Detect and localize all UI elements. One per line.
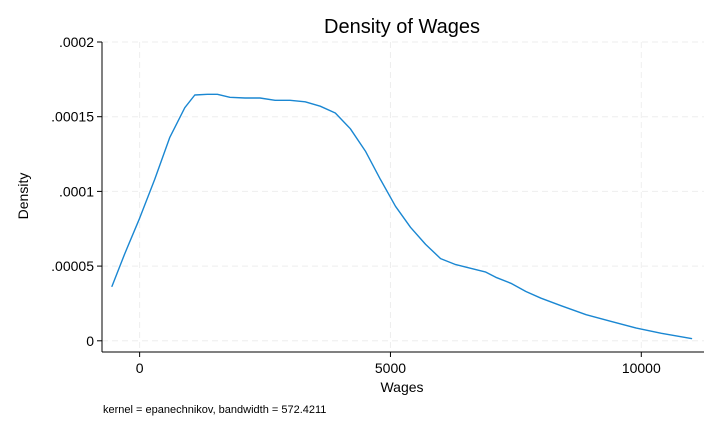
series-lines — [111, 93, 693, 340]
y-tick-label-0: 0 — [86, 333, 94, 349]
y-tick-label-3: .00015 — [51, 109, 94, 125]
x-tick-label-2: 10000 — [622, 360, 661, 376]
x-tick-label-0: 0 — [136, 360, 144, 376]
x-tick-label-1: 5000 — [375, 360, 406, 376]
chart-note: kernel = epanechnikov, bandwidth = 572.4… — [103, 404, 326, 416]
tick-labels: 0 .00005 .0001 .00015 .0002 0 5000 10000 — [51, 34, 661, 376]
y-tick-label-2: .0001 — [59, 183, 94, 199]
y-axis-label: Density — [15, 173, 31, 220]
axes — [97, 41, 704, 357]
x-axis-label: Wages — [380, 379, 423, 395]
chart-title: Density of Wages — [324, 16, 480, 38]
y-tick-label-1: .00005 — [51, 258, 94, 274]
y-tick-label-4: .0002 — [59, 34, 94, 50]
density-line-0 — [111, 93, 693, 340]
